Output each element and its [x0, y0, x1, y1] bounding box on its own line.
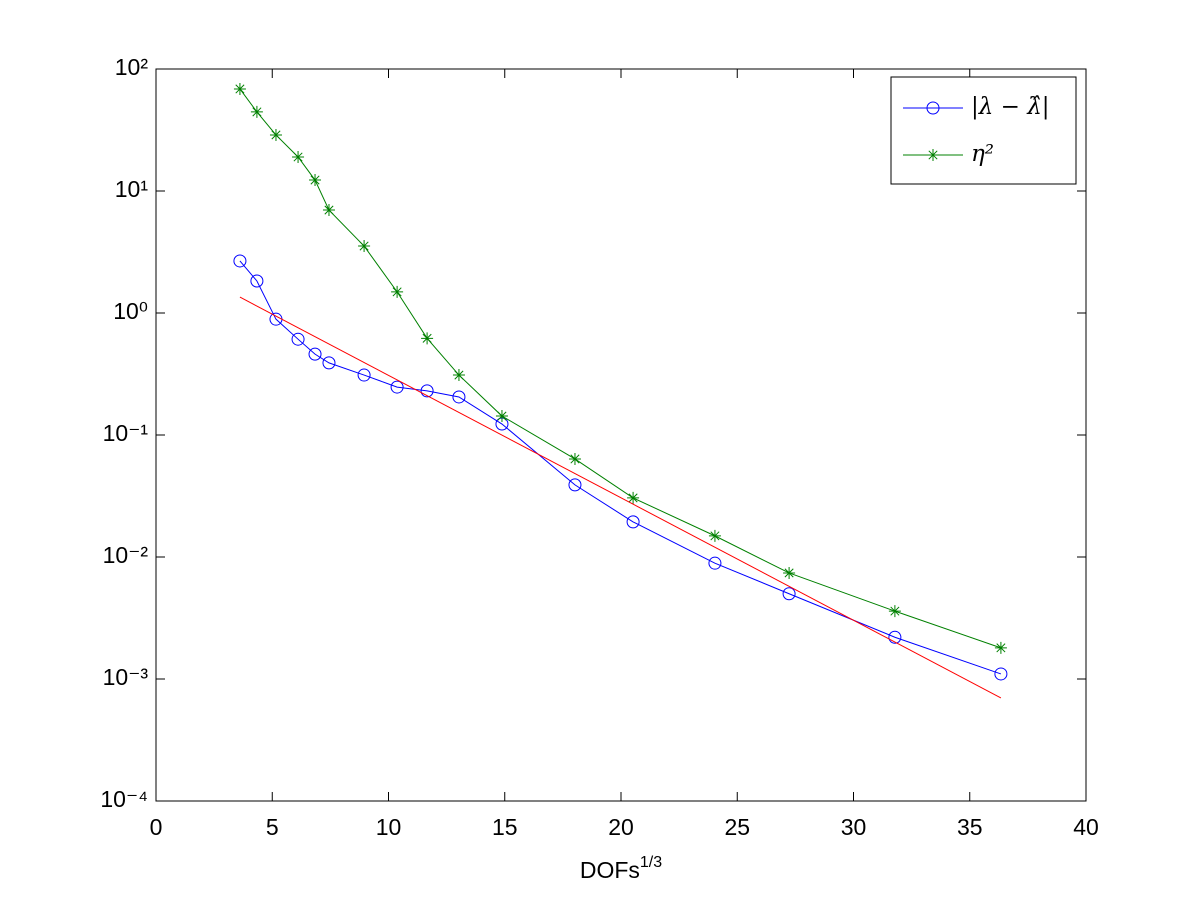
marker	[291, 332, 305, 346]
x-tick-label: 35	[957, 814, 983, 840]
y-tick-label: 10¹	[115, 176, 149, 202]
series-line	[239, 260, 1002, 675]
y-tick-label: 10⁻³	[103, 664, 149, 690]
marker	[568, 452, 581, 465]
marker	[322, 204, 335, 217]
x-tick-label: 40	[1073, 814, 1099, 840]
x-axis-label-text: DOFs	[580, 857, 640, 883]
marker	[357, 368, 371, 382]
marker	[292, 150, 305, 163]
plot-frame	[155, 68, 1087, 802]
legend-box	[890, 76, 1077, 185]
marker	[452, 390, 466, 404]
marker	[390, 380, 404, 394]
marker	[782, 587, 796, 601]
legend-marker	[927, 149, 939, 161]
legend-label: η²	[971, 141, 994, 167]
marker	[420, 384, 434, 398]
marker	[421, 332, 434, 345]
series-line	[239, 296, 1002, 699]
marker	[783, 566, 796, 579]
y-tick-label: 10⁻⁴	[100, 786, 148, 812]
x-axis-label-sup: 1/3	[640, 854, 662, 871]
marker	[233, 254, 247, 268]
x-tick-label: 15	[492, 814, 518, 840]
marker	[888, 630, 902, 644]
legend-marker	[926, 101, 940, 115]
marker	[233, 82, 246, 95]
marker	[250, 105, 263, 118]
x-tick-label: 5	[266, 814, 279, 840]
marker	[309, 174, 322, 187]
y-tick-label: 10²	[115, 54, 149, 80]
x-tick-label: 20	[608, 814, 634, 840]
marker	[627, 491, 640, 504]
marker	[308, 347, 322, 361]
marker	[708, 529, 721, 542]
x-tick-label: 30	[841, 814, 867, 840]
marker	[452, 369, 465, 382]
marker	[391, 285, 404, 298]
marker	[888, 605, 901, 618]
y-tick-label: 10⁻²	[103, 542, 149, 568]
legend-label: |λ − λ̂|	[971, 94, 1050, 120]
x-tick-label: 10	[376, 814, 402, 840]
y-tick-label: 10⁰	[113, 298, 148, 324]
y-tick-label: 10⁻¹	[103, 420, 149, 446]
x-tick-label: 0	[150, 814, 163, 840]
marker	[626, 515, 640, 529]
x-tick-label: 25	[724, 814, 750, 840]
marker	[568, 478, 582, 492]
marker	[495, 410, 508, 423]
marker	[322, 356, 336, 370]
marker	[250, 274, 264, 288]
x-axis-label: DOFs1/3	[580, 854, 662, 883]
marker	[269, 128, 282, 141]
marker	[708, 556, 722, 570]
marker	[994, 641, 1007, 654]
marker	[994, 667, 1008, 681]
marker	[358, 240, 371, 253]
